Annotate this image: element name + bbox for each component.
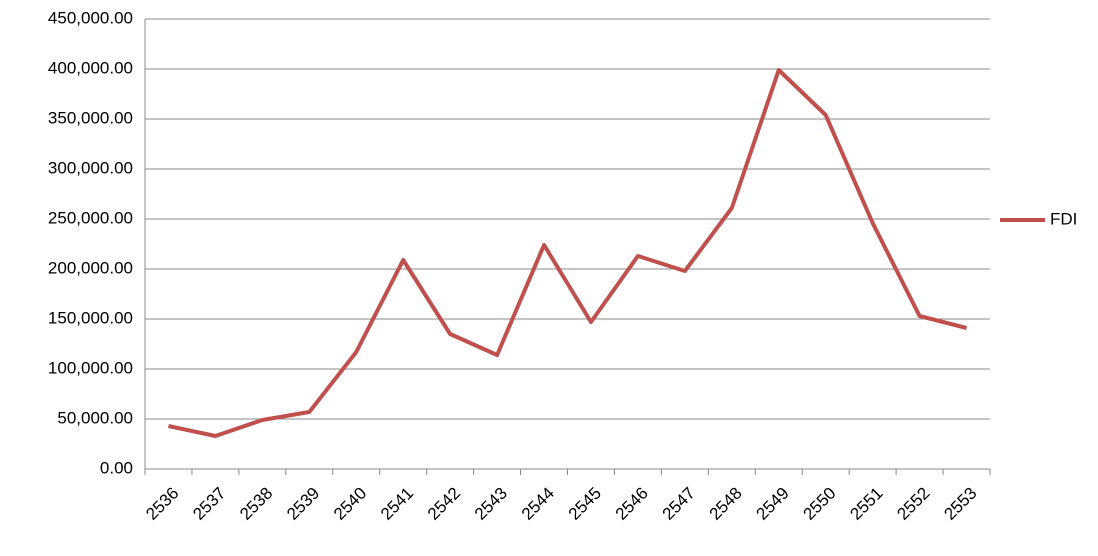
y-tick-label: 50,000.00 — [57, 408, 133, 427]
y-tick-label: 400,000.00 — [48, 58, 133, 77]
y-tick-label: 150,000.00 — [48, 308, 133, 327]
y-tick-label: 200,000.00 — [48, 258, 133, 277]
x-tick-label: 2539 — [283, 484, 323, 524]
x-tick-label: 2544 — [518, 484, 558, 524]
x-tick-label: 2543 — [471, 484, 511, 524]
x-tick-label: 2536 — [142, 484, 182, 524]
y-tick-label: 350,000.00 — [48, 108, 133, 127]
y-tick-label: 250,000.00 — [48, 208, 133, 227]
x-tick-label: 2548 — [706, 484, 746, 524]
x-tick-label: 2545 — [565, 484, 605, 524]
y-tick-label: 450,000.00 — [48, 8, 133, 27]
x-tick-label: 2552 — [893, 484, 933, 524]
x-tick-label: 2541 — [377, 484, 417, 524]
x-tick-label: 2550 — [800, 484, 840, 524]
y-tick-label: 100,000.00 — [48, 358, 133, 377]
x-tick-label: 2549 — [753, 484, 793, 524]
x-tick-label: 2542 — [424, 484, 464, 524]
x-tick-label: 2547 — [659, 484, 699, 524]
x-tick-label: 2546 — [612, 484, 652, 524]
x-tick-label: 2553 — [940, 484, 980, 524]
legend-label: FDI — [1050, 209, 1077, 228]
series-line — [168, 68, 968, 438]
y-tick-label: 0.00 — [100, 458, 133, 477]
y-tick-label: 300,000.00 — [48, 158, 133, 177]
x-tick-label: 2551 — [846, 484, 886, 524]
x-tick-label: 2538 — [236, 484, 276, 524]
x-tick-label: 2537 — [189, 484, 229, 524]
x-tick-label: 2540 — [330, 484, 370, 524]
